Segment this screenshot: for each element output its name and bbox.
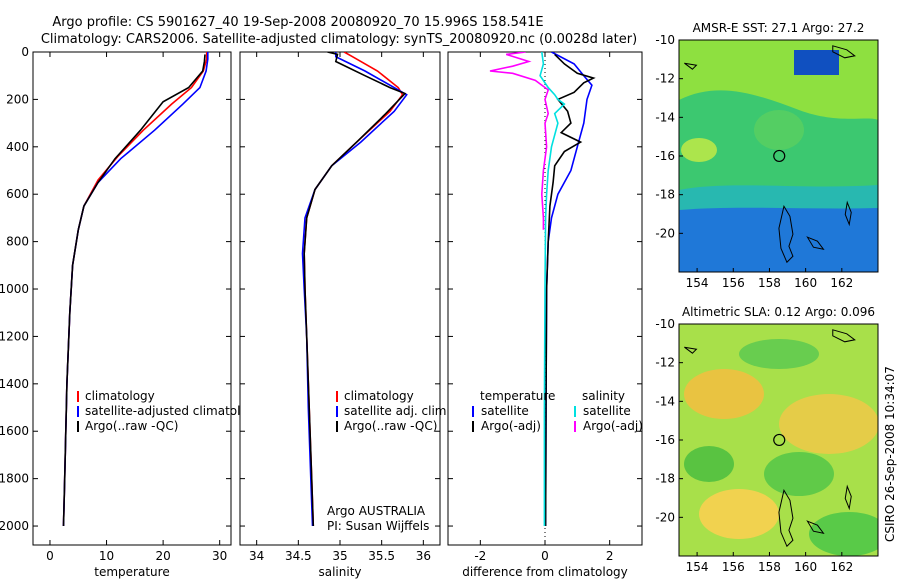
legend-entry: satellite adj. clim. [344, 404, 450, 418]
y-tick-label: -20 [655, 510, 675, 524]
coastline [844, 200, 852, 227]
map-panel-0: AMSR-E SST: 27.1 Argo: 27.2 154 156 158 160 1… [655, 21, 879, 290]
y-tick-label: 2000 [0, 519, 29, 533]
y-tick-label: 1800 [0, 472, 29, 486]
plot-frame [32, 51, 232, 546]
y-tick-label: -18 [655, 472, 675, 486]
x-tick-label: 154 [686, 276, 709, 290]
y-tick-label: -20 [655, 226, 675, 240]
x-tick-label: 160 [794, 276, 817, 290]
x-tick-label: 30 [212, 549, 227, 563]
profile-panel-2: -2 0 2 difference from climatology temperatu… [447, 51, 643, 579]
legend-entry: climatology [85, 389, 155, 403]
map-panel-1: Altimetric SLA: 0.12 Argo: 0.096 154 156 15… [655, 305, 879, 574]
coastline [806, 520, 825, 534]
series-line-3 [489, 52, 550, 230]
x-axis-label: salinity [318, 565, 361, 579]
x-tick-label: 35.5 [368, 549, 395, 563]
figure-title-line1: Argo profile: CS 5901627_40 19-Sep-2008 … [52, 15, 543, 30]
x-tick-label: 162 [830, 276, 853, 290]
x-tick-label: 36 [416, 549, 431, 563]
x-tick-label: 34.5 [285, 549, 312, 563]
y-tick-label: 0 [21, 45, 29, 59]
y-tick-label: -18 [655, 188, 675, 202]
x-axis-label: temperature [94, 565, 169, 579]
y-tick-label: -14 [655, 394, 675, 408]
plot-frame [239, 51, 441, 546]
series-line-2 [303, 52, 407, 527]
coastline [684, 346, 698, 354]
y-tick-label: -12 [655, 356, 675, 370]
legend-entry: satellite-adjusted climatology [85, 404, 263, 418]
map-title: AMSR-E SST: 27.1 Argo: 27.2 [693, 21, 865, 35]
y-tick-label: 1200 [0, 329, 29, 343]
coastline [778, 204, 794, 264]
x-tick-label: -2 [474, 549, 486, 563]
x-tick-label: 2 [606, 549, 614, 563]
legend-entry: climatology [344, 389, 414, 403]
legend-entry: satellite [481, 404, 529, 418]
profile-panel-0: 0 10 20 30 0 200 400 600 800 1000 1200 1400 1600 1800… [0, 45, 263, 579]
series-line-2 [539, 52, 566, 526]
color-field [679, 40, 878, 272]
y-tick-label: -16 [655, 433, 675, 447]
y-tick-label: -10 [655, 33, 675, 47]
y-tick-label: 400 [6, 140, 29, 154]
legend-entry: Argo(-adj) [481, 419, 541, 433]
coastline [684, 62, 698, 70]
x-tick-label: 20 [155, 549, 170, 563]
x-tick-label: 158 [758, 560, 781, 574]
x-tick-label: 158 [758, 276, 781, 290]
x-tick-label: 160 [794, 560, 817, 574]
color-field [679, 324, 878, 556]
x-tick-label: 156 [722, 276, 745, 290]
legend-entry: Argo(-adj) [583, 419, 643, 433]
series-line-1 [544, 53, 596, 527]
y-tick-label: 1400 [0, 377, 29, 391]
coastline [844, 484, 852, 511]
x-tick-label: 0 [541, 549, 549, 563]
map-title: Altimetric SLA: 0.12 Argo: 0.096 [682, 305, 875, 319]
annotation-text: PI: Susan Wijffels [327, 519, 429, 533]
y-tick-label: 1600 [0, 424, 29, 438]
legend-entry: satellite [583, 404, 631, 418]
y-tick-label: 600 [6, 187, 29, 201]
coastline [806, 236, 825, 250]
x-tick-label: 10 [99, 549, 114, 563]
x-tick-label: 35 [332, 549, 347, 563]
argo-location-marker [773, 149, 786, 163]
legend-entry: Argo(..raw -QC) [344, 419, 437, 433]
legend-group-title: salinity [582, 389, 625, 403]
legend-entry: Argo(..raw -QC) [85, 419, 178, 433]
y-tick-label: -12 [655, 72, 675, 86]
x-tick-label: 154 [686, 560, 709, 574]
annotation-text: Argo AUSTRALIA [327, 504, 426, 518]
legend-group-title: temperature [480, 389, 555, 403]
y-tick-label: 800 [6, 235, 29, 249]
series-line-2 [62, 54, 206, 527]
x-tick-label: 0 [46, 549, 54, 563]
x-axis-label: difference from climatology [462, 565, 628, 579]
x-tick-label: 162 [830, 560, 853, 574]
y-tick-label: 1000 [0, 282, 29, 296]
y-tick-label: -10 [655, 317, 675, 331]
x-tick-label: 156 [722, 560, 745, 574]
x-tick-label: 34 [249, 549, 264, 563]
side-timestamp: CSIRO 26-Sep-2008 10:34:07 [883, 366, 897, 542]
y-tick-label: -16 [655, 149, 675, 163]
y-tick-label: -14 [655, 110, 675, 124]
y-tick-label: 200 [6, 92, 29, 106]
coastline [832, 45, 856, 59]
profile-panel-1: 34 34.5 35 35.5 36 salinity climatologysatelli… [239, 51, 450, 579]
figure-title-line2: Climatology: CARS2006. Satellite-adjuste… [41, 32, 637, 47]
coastline [832, 329, 856, 343]
coastline [778, 488, 794, 548]
argo-location-marker [773, 433, 786, 447]
